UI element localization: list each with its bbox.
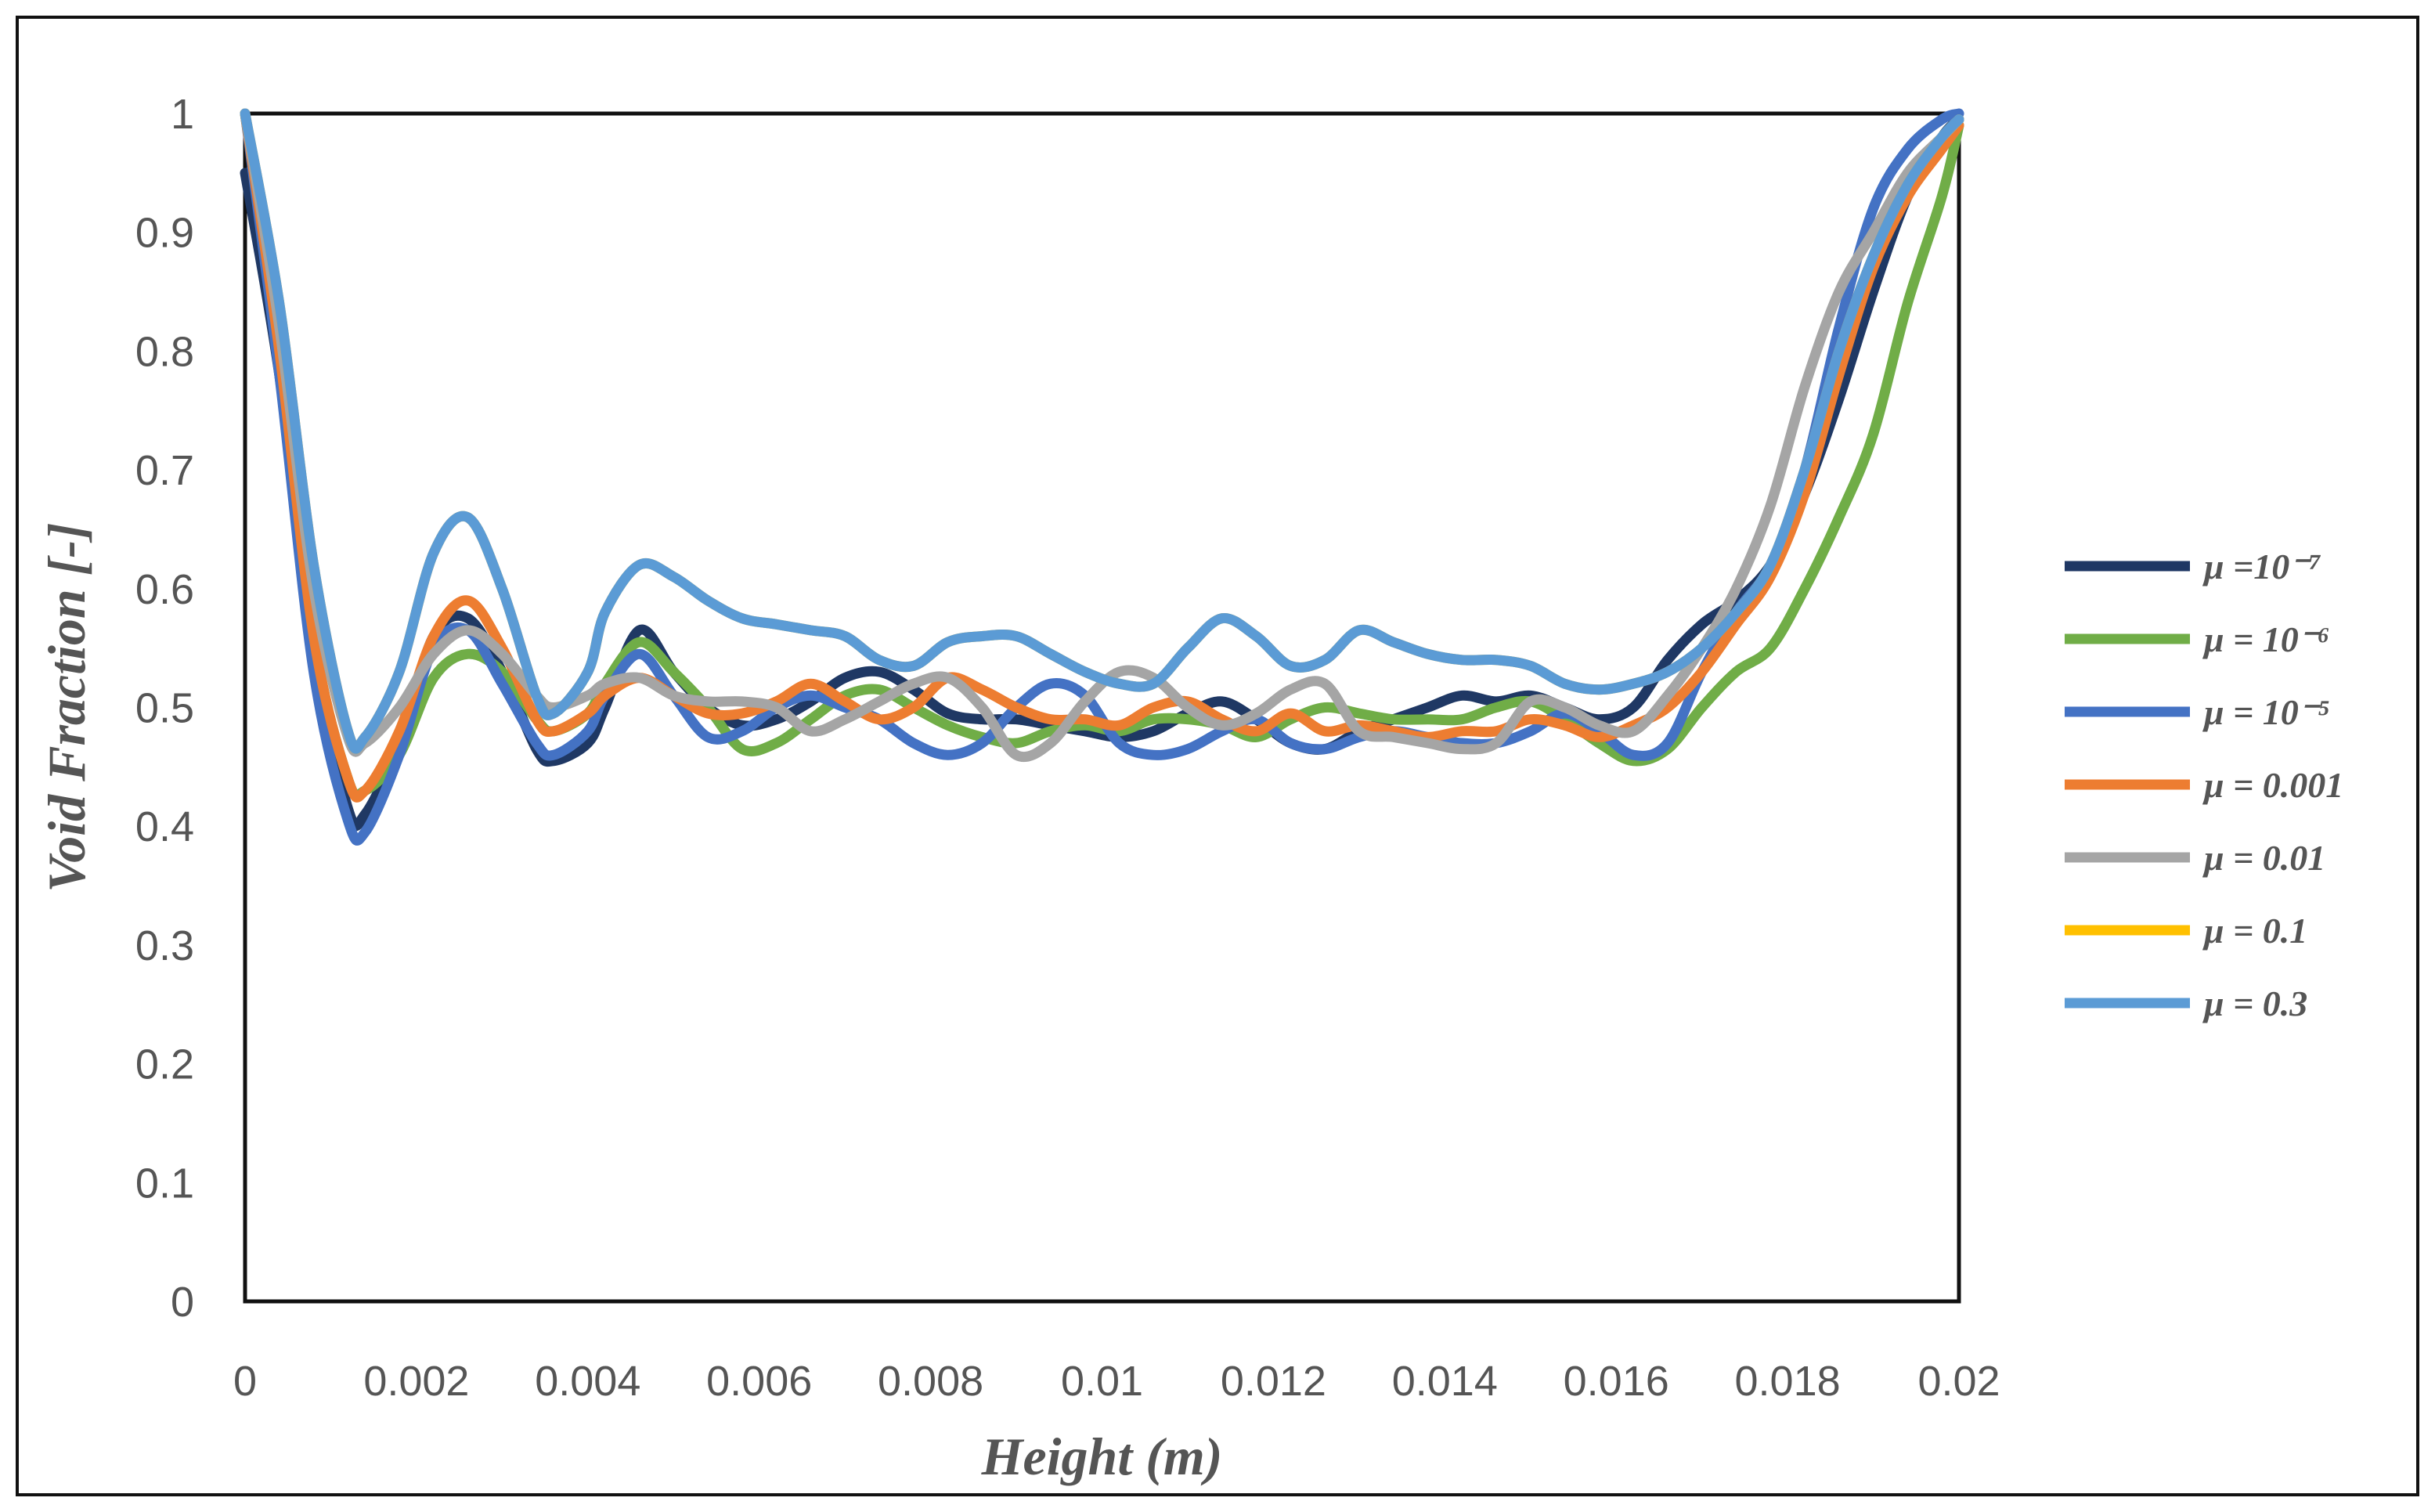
x-tick-label: 0.002 (363, 1358, 469, 1405)
y-tick-label: 0.9 (135, 210, 194, 257)
legend-label: μ = 0.01 (2202, 838, 2325, 878)
legend-label: μ = 0.1 (2202, 911, 2307, 951)
series-line-7 (240, 108, 1964, 754)
y-tick-label: 0.6 (135, 566, 194, 613)
series-line-4 (240, 108, 1964, 803)
legend-label: μ = 10⁻⁶ (2202, 619, 2330, 659)
x-tick-label: 0.01 (1061, 1358, 1143, 1405)
y-tick-label: 1 (171, 91, 194, 138)
y-tick-label: 0.5 (135, 685, 194, 732)
x-tick-label: 0.006 (706, 1358, 812, 1405)
y-tick-label: 0.7 (135, 447, 194, 494)
series-layer (240, 108, 1964, 846)
y-tick-label: 0.2 (135, 1041, 194, 1088)
x-tick-label: 0.02 (1917, 1358, 2000, 1405)
y-tick-labels: 0 0.1 0.2 0.3 0.4 0.5 0.6 0.7 0.8 0.9 1 (135, 91, 194, 1326)
y-tick-label: 0.8 (135, 328, 194, 375)
y-tick-label: 0 (171, 1279, 194, 1326)
legend-label: μ =10⁻⁷ (2202, 547, 2321, 586)
y-axis-title: Void Fraction [-] (37, 522, 96, 892)
y-tick-label: 0.3 (135, 922, 194, 969)
x-tick-label: 0.018 (1735, 1358, 1841, 1405)
y-tick-label: 0.4 (135, 803, 194, 850)
x-axis-title: Height (m) (981, 1427, 1223, 1486)
legend-label: μ = 10⁻⁵ (2202, 692, 2330, 732)
x-tick-label: 0.014 (1392, 1358, 1498, 1405)
y-tick-label: 0.1 (135, 1160, 194, 1207)
legend-label: μ = 0.001 (2202, 765, 2343, 805)
x-tick-label: 0 (233, 1358, 257, 1405)
x-tick-label: 0.004 (535, 1358, 640, 1405)
x-tick-label: 0.012 (1221, 1358, 1326, 1405)
x-tick-labels: 0 0.002 0.004 0.006 0.008 0.01 0.012 0.014 0.016… (233, 1358, 2000, 1405)
legend: μ =10⁻⁷ μ = 10⁻⁶ μ = 10⁻⁵ μ = 0.001 μ = 0.01… (2065, 547, 2343, 1023)
x-tick-label: 0.016 (1564, 1358, 1669, 1405)
legend-label: μ = 0.3 (2202, 983, 2307, 1023)
x-tick-label: 0.008 (878, 1358, 983, 1405)
